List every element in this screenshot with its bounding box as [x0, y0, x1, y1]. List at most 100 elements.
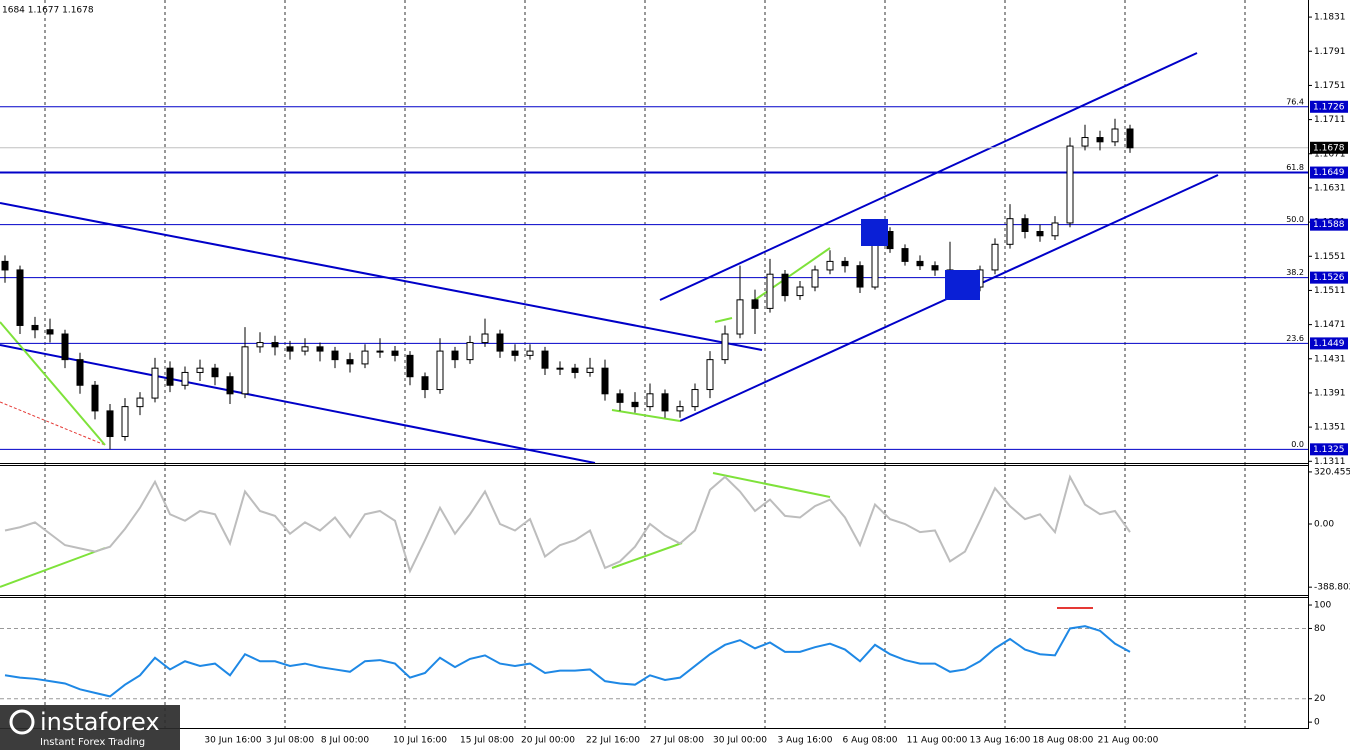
- candle-body: [661, 393, 669, 412]
- y-tick-label: 1.1351: [1314, 423, 1346, 433]
- trend-line: [0, 344, 596, 464]
- candle-body: [466, 342, 474, 361]
- candle-body: [616, 393, 624, 403]
- candle-body: [196, 367, 204, 373]
- candle-body: [511, 350, 519, 356]
- y-tick-label: 1.1831: [1314, 13, 1346, 23]
- candle-body: [301, 346, 309, 352]
- y-tick-label: 100: [1314, 601, 1331, 611]
- zones: [861, 219, 980, 300]
- candle-body: [91, 384, 99, 412]
- candle-body: [166, 367, 174, 386]
- x-tick-label: 20 Jul 00:00: [521, 736, 575, 746]
- x-tick-label: 15 Jul 08:00: [460, 736, 514, 746]
- candle-body: [571, 367, 579, 373]
- candle-body: [556, 367, 564, 370]
- x-tick-label: 11 Aug 00:00: [907, 736, 968, 746]
- trend-line: [0, 202, 763, 351]
- candle-body: [346, 359, 354, 365]
- fib-label: 50.0: [1286, 215, 1304, 224]
- y-tick-label: 1.1431: [1314, 354, 1346, 364]
- fib-label: 23.6: [1286, 334, 1304, 343]
- candle-body: [541, 350, 549, 369]
- indicator-line: [4, 625, 1131, 698]
- logo: instaforex Instant Forex Trading: [0, 705, 180, 750]
- price-tag-label: 1.1726: [1313, 102, 1345, 112]
- candle-body: [526, 350, 534, 356]
- trend-line: [0, 401, 106, 446]
- candle-body: [1021, 218, 1029, 232]
- frames: [0, 0, 1309, 729]
- x-tick-label: 3 Jul 08:00: [266, 736, 315, 746]
- price-tag-label: 1.1526: [1313, 273, 1345, 283]
- candle-body: [181, 371, 189, 386]
- candle-body: [706, 359, 714, 391]
- candle-body: [331, 350, 339, 361]
- price-tag: [1310, 100, 1348, 113]
- price-tag: [1310, 218, 1348, 231]
- candle-body: [1006, 218, 1014, 245]
- x-tick-label: 27 Jul 08:00: [650, 736, 704, 746]
- last-price-tag: [1310, 141, 1348, 154]
- price-tag-label: 1.1325: [1313, 445, 1345, 455]
- x-tick-label: 6 Aug 08:00: [843, 736, 898, 746]
- divergence-line: [751, 247, 831, 303]
- y-tick-label: 1.1551: [1314, 252, 1346, 262]
- x-tick-label: 13 Aug 16:00: [970, 736, 1031, 746]
- levels: 76.4 61.8 50.0 38.2 23.6 0.0: [0, 97, 1308, 450]
- y-tick-label: 320.4558: [1314, 467, 1350, 477]
- candle-body: [796, 286, 804, 297]
- divergence-line: [714, 317, 733, 323]
- price-tag: [1310, 443, 1348, 456]
- candle-body: [31, 324, 39, 331]
- price-tag: [1310, 271, 1348, 284]
- fib-label: 0.0: [1291, 440, 1304, 449]
- divergence-line: [0, 321, 106, 446]
- y-tick-label: 1.1711: [1314, 115, 1346, 125]
- grid: [44, 0, 1246, 728]
- candle-body: [721, 333, 729, 361]
- candle-body: [211, 367, 219, 378]
- candle-body: [691, 389, 699, 408]
- y-tick-label: 80: [1314, 624, 1326, 634]
- candle-body: [286, 346, 294, 352]
- candle-body: [586, 367, 594, 373]
- fib-label: 76.4: [1286, 97, 1304, 106]
- divergence-line: [0, 547, 106, 588]
- candle-body: [61, 333, 69, 361]
- candle-body: [406, 354, 414, 378]
- drawings: [0, 52, 1219, 609]
- price-tag: [1310, 166, 1348, 179]
- y-tick-label: 1.1631: [1314, 183, 1346, 193]
- candle-body: [256, 342, 264, 348]
- zone-box: [861, 219, 888, 246]
- fib-label: 38.2: [1286, 268, 1304, 277]
- x-tick-label: 8 Jul 00:00: [321, 736, 370, 746]
- candle-body: [1051, 222, 1059, 237]
- y-tick-label: 1.1671: [1314, 149, 1346, 159]
- price-tag-label: 1.1449: [1313, 339, 1345, 349]
- y-tick-label: 0.00: [1314, 519, 1334, 529]
- candle-body: [901, 248, 909, 262]
- candle-body: [676, 406, 684, 412]
- x-tick-label: 30 Jul 00:00: [713, 736, 767, 746]
- y-tick-label: 1.1791: [1314, 47, 1346, 57]
- candle-body: [76, 359, 84, 386]
- candle-body: [451, 350, 459, 361]
- candle-body: [1081, 137, 1089, 147]
- y-tick-label: 1.1311: [1314, 457, 1346, 467]
- y-tick-label: 1.1471: [1314, 320, 1346, 330]
- candle-body: [856, 265, 864, 288]
- candle-body: [1, 260, 9, 271]
- fib-label: 61.8: [1286, 163, 1304, 172]
- candle-body: [121, 406, 129, 438]
- candle-body: [361, 350, 369, 365]
- candle-body: [46, 329, 54, 335]
- divergence-line: [611, 542, 683, 569]
- candle-body: [1036, 231, 1044, 237]
- candle-body: [376, 350, 384, 353]
- logo-icon: [9, 709, 35, 735]
- candle-body: [1066, 145, 1074, 224]
- candle-body: [226, 376, 234, 395]
